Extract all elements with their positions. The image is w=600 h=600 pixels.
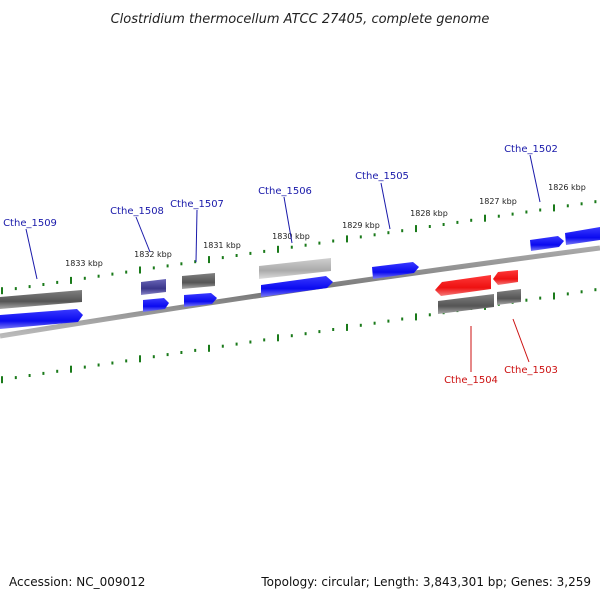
feature-block: [182, 273, 215, 289]
tick-label-1828: 1828 kbp: [410, 209, 448, 218]
connector-cthe-1509: [25, 228, 38, 280]
tick-labels: 1833 kbp 1832 kbp 1831 kbp 1830 kbp 1829…: [65, 183, 586, 268]
gene-arrow-cthe-1507[interactable]: [184, 293, 217, 307]
tick-label-1831: 1831 kbp: [203, 241, 241, 250]
tick-label-1833: 1833 kbp: [65, 259, 103, 268]
gene-arrow-cthe-1506[interactable]: [261, 276, 333, 297]
gene-label-cthe-1508[interactable]: Cthe_1508: [110, 206, 164, 217]
feature-track-inner: [438, 289, 521, 314]
tick-label-1829: 1829 kbp: [342, 221, 380, 230]
map-title: Clostridium thermocellum ATCC 27405, com…: [111, 12, 490, 27]
feature-block: [259, 258, 331, 279]
label-connectors: [25, 154, 541, 372]
gene-arrow-cthe-1509[interactable]: [0, 309, 83, 329]
gene-labels: Cthe_1509 Cthe_1508 Cthe_1507 Cthe_1506 …: [3, 144, 558, 386]
gene-label-cthe-1504[interactable]: Cthe_1504: [444, 375, 498, 386]
tick-label-1827: 1827 kbp: [479, 197, 517, 206]
genome-summary-text: Topology: circular; Length: 3,843,301 bp…: [260, 575, 591, 589]
gene-arrow-cthe-1505[interactable]: [372, 262, 419, 279]
gene-label-cthe-1503[interactable]: Cthe_1503: [504, 365, 558, 376]
gene-label-cthe-1502[interactable]: Cthe_1502: [504, 144, 558, 155]
feature-track-outer: [0, 258, 331, 309]
lower-tick-track: [1, 288, 597, 384]
reverse-genes: [435, 270, 518, 296]
gene-arrow-next[interactable]: [565, 227, 600, 245]
gene-arrow-cthe-1508[interactable]: [143, 298, 169, 312]
connector-cthe-1503: [512, 318, 530, 363]
connector-cthe-1502: [529, 154, 541, 203]
accession-text: Accession: NC_009012: [9, 575, 145, 589]
gene-label-cthe-1509[interactable]: Cthe_1509: [3, 218, 57, 229]
gene-arrow-cthe-1504[interactable]: [435, 275, 491, 296]
connector-cthe-1508: [135, 216, 151, 253]
forward-genes: [0, 227, 600, 329]
feature-block: [497, 289, 521, 305]
feature-block: [438, 294, 494, 314]
upper-tick-track: [1, 200, 597, 295]
connector-cthe-1505: [380, 182, 391, 230]
tick-label-1832: 1832 kbp: [134, 250, 172, 259]
feature-block: [0, 290, 82, 309]
gene-arrow-cthe-1502[interactable]: [530, 236, 564, 251]
gene-label-cthe-1507[interactable]: Cthe_1507: [170, 199, 224, 210]
connector-cthe-1507: [195, 209, 198, 263]
tick-label-1826: 1826 kbp: [548, 183, 586, 192]
gene-label-cthe-1506[interactable]: Cthe_1506: [258, 186, 312, 197]
connector-cthe-1506: [283, 196, 293, 244]
gene-arrow-cthe-1503[interactable]: [493, 270, 518, 285]
feature-block: [141, 279, 166, 295]
gene-label-cthe-1505[interactable]: Cthe_1505: [355, 171, 409, 182]
